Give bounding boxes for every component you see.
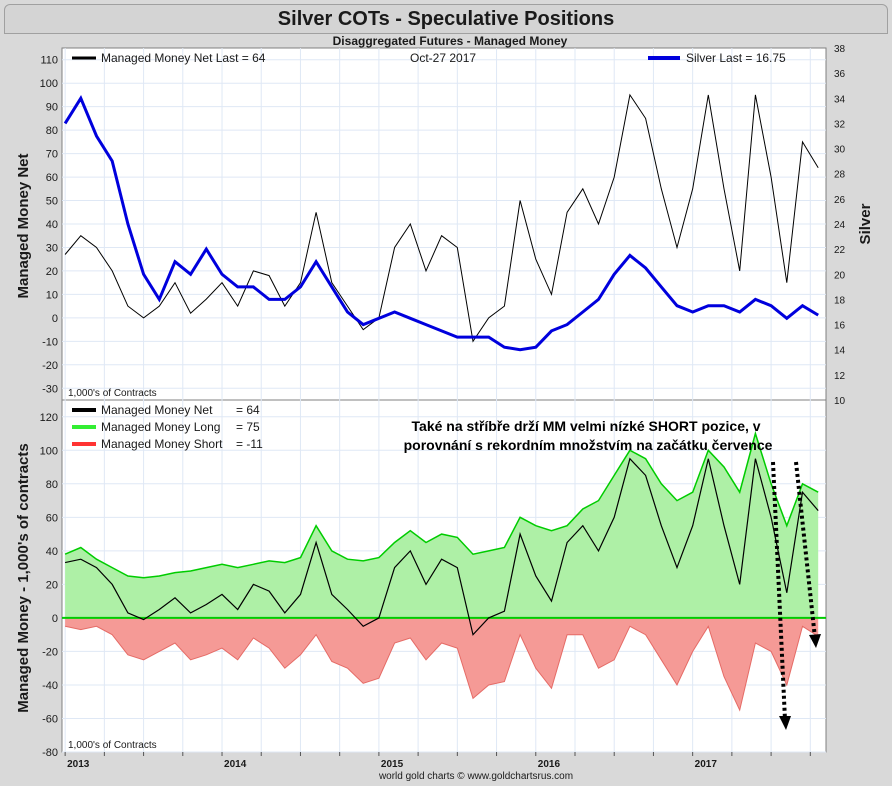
top-left-tick-label: 30: [46, 242, 58, 254]
bottom-tick-label: 80: [46, 479, 58, 491]
top-left-tick-label: 50: [46, 196, 58, 208]
top-right-tick-label: 32: [834, 119, 846, 130]
bottom-legend: Managed Money Net = 64 Managed Money Lon…: [72, 403, 263, 451]
legend-silver-label: Silver Last = 16.75: [686, 51, 786, 65]
bottom-tick-label: 100: [40, 445, 58, 457]
legend-mm-short-label: Managed Money Short: [101, 437, 223, 451]
legend-mm-short-value: = -11: [236, 437, 263, 451]
bottom-tick-label: 20: [46, 579, 58, 591]
title-bar: Silver COTs - Speculative Positions: [4, 4, 888, 34]
top-left-tick-label: 70: [46, 149, 58, 161]
x-tick-label: 2014: [224, 759, 247, 770]
bottom-tick-label: 40: [46, 546, 58, 558]
annotation-line-1: Také na stříbře drží MM velmi nízké SHOR…: [412, 418, 761, 434]
x-tick-label: 2015: [381, 759, 404, 770]
series-net-line: [64, 457, 819, 636]
series-short-area: [65, 617, 819, 711]
top-grid: [62, 48, 826, 400]
top-left-tick-label: 20: [46, 266, 58, 278]
annotation-arrowhead-1: [779, 716, 791, 730]
series-long-line: [64, 430, 819, 579]
top-right-tick-label: 36: [834, 69, 846, 80]
annotation-line-2: porovnání s rekordním množstvím na začát…: [404, 437, 773, 453]
top-left-tick-label: 110: [40, 55, 58, 67]
top-right-tick-label: 16: [834, 321, 846, 332]
top-right-tick-label: 22: [834, 245, 846, 256]
top-left-tick-label: -30: [42, 383, 58, 395]
chart-title: Silver COTs - Speculative Positions: [277, 8, 615, 30]
x-tick-label: 2016: [538, 759, 561, 770]
bottom-units-note: 1,000's of Contracts: [68, 740, 157, 751]
legend-mm-long-label: Managed Money Long: [101, 420, 220, 434]
bottom-tick-label: -60: [42, 713, 58, 725]
legend-mm-net-value: = 64: [236, 403, 260, 417]
bottom-tick-label: 0: [52, 613, 58, 625]
top-right-tick-label: 34: [834, 94, 846, 105]
top-right-tick-label: 12: [834, 371, 846, 382]
x-tick-label: 2017: [695, 759, 718, 770]
annotation-arrows: [771, 461, 821, 730]
top-left-tick-label: 60: [46, 172, 58, 184]
top-left-tick-label: 100: [40, 78, 58, 90]
top-right-tick-label: 20: [834, 270, 846, 281]
footer-credit: world gold charts © www.goldchartsrus.co…: [378, 771, 573, 782]
bottom-tick-label: -80: [42, 747, 58, 759]
bottom-tick-label: -20: [42, 646, 58, 658]
top-right-tick-label: 26: [834, 195, 846, 206]
bottom-tick-label: -40: [42, 680, 58, 692]
legend-mm-net-label: Managed Money Net: [101, 403, 213, 417]
top-right-tick-label: 18: [834, 295, 846, 306]
top-left-tick-label: 90: [46, 102, 58, 114]
legend-mm-long-value: = 75: [236, 420, 260, 434]
top-right-tick-label: 14: [834, 346, 846, 357]
annotation-arrow-1: [771, 461, 787, 721]
bottom-left-ticks: 120 100 80 60 40 20 0 -20 -40 -60 -80: [40, 412, 58, 759]
top-left-tick-label: 0: [52, 313, 58, 325]
bottom-plot: [62, 430, 826, 712]
top-left-tick-label: 80: [46, 125, 58, 137]
legend-date: Oct-27 2017: [410, 51, 476, 65]
top-left-tick-label: -10: [42, 336, 58, 348]
series-short-line: [64, 625, 819, 712]
top-right-tick-label: 28: [834, 170, 846, 181]
annotation-text: Také na stříbře drží MM velmi nízké SHOR…: [404, 418, 773, 453]
series-managed-money-net-line: [64, 93, 819, 343]
series-long-area: [65, 433, 819, 618]
top-right-ticks: 38 36 34 32 30 28 26 24 22 20 18 16 14 12 10: [834, 44, 846, 407]
top-right-tick-label: 24: [834, 220, 846, 231]
bottom-tick-label: 60: [46, 512, 58, 524]
legend-net-label: Managed Money Net Last = 64: [101, 51, 266, 65]
bottom-tick-label: 120: [40, 412, 58, 424]
top-left-tick-label: 10: [46, 289, 58, 301]
top-right-tick-label: 10: [834, 396, 846, 407]
annotation-arrowhead-2: [809, 634, 821, 648]
x-axis-ticks: 2013 2014 2015 2016 2017: [64, 752, 811, 770]
top-plot: [63, 93, 819, 352]
top-right-tick-label: 30: [834, 145, 846, 156]
top-units-note: 1,000's of Contracts: [68, 388, 157, 399]
bottom-axis-label: Managed Money - 1,000's of contracts: [15, 443, 32, 712]
top-left-axis-label: Managed Money Net: [15, 153, 32, 298]
top-left-tick-label: 40: [46, 219, 58, 231]
chart-subtitle: Disaggregated Futures - Managed Money: [333, 34, 568, 48]
top-left-tick-label: -20: [42, 360, 58, 372]
top-right-axis-label: Silver: [857, 203, 874, 244]
top-right-tick-label: 38: [834, 44, 846, 55]
x-tick-label: 2013: [67, 759, 90, 770]
series-silver-line: [63, 95, 819, 352]
